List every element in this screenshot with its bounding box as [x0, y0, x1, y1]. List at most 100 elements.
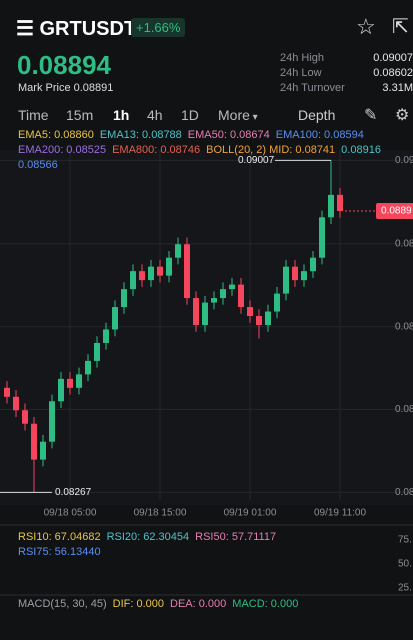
indicator-value: 0.08566 — [18, 159, 58, 171]
indicator-value: RSI20: 62.30454 — [106, 531, 190, 543]
x-tick-label: 09/18 05:00 — [44, 508, 97, 519]
stat-value: 0.09007 — [373, 52, 413, 64]
star-icon[interactable]: ☆ — [356, 14, 376, 39]
dropdown-arrow: ▾ — [249, 112, 258, 123]
candle-body — [211, 298, 217, 303]
candle-body — [247, 307, 253, 317]
candle-body — [202, 302, 208, 325]
indicator-value: RSI10: 67.04682 — [18, 531, 101, 543]
y-tick-label: 0.08 — [395, 487, 413, 498]
candle-body — [337, 194, 343, 212]
candle-body — [148, 266, 154, 281]
candle-body — [157, 266, 163, 276]
indicators: EMA5: 0.08860 EMA13: 0.08788 EMA50: 0.0867… — [18, 128, 398, 173]
candle-body — [184, 244, 190, 299]
candle-body — [193, 298, 199, 325]
indicator-value: EMA100: 0.08594 — [275, 129, 364, 141]
y-tick-label: 0.08 — [395, 404, 413, 415]
candle-body — [94, 342, 100, 361]
chart-bg — [0, 150, 413, 505]
indicator-value: EMA13: 0.08788 — [99, 129, 182, 141]
candle-body — [85, 360, 91, 375]
candle-body — [310, 257, 316, 272]
indicator-value: MACD(15, 30, 45) — [18, 598, 107, 610]
candle-body — [22, 410, 28, 424]
candle-body — [130, 271, 136, 290]
interval-tab[interactable]: Time — [18, 107, 49, 123]
candle-body — [319, 217, 325, 258]
indicator-value: EMA200: 0.08525 — [18, 144, 107, 156]
mark-label: Mark Price — [18, 82, 71, 94]
candle-body — [175, 244, 181, 258]
rsi-axis-label: 75. — [398, 535, 412, 546]
candle-body — [274, 293, 280, 312]
candle-body — [49, 401, 55, 442]
candle-body — [40, 441, 46, 460]
indicator-value: RSI50: 57.71117 — [195, 531, 277, 543]
candle-body — [229, 284, 235, 290]
x-tick-label: 09/18 15:00 — [134, 508, 187, 519]
candle-body — [256, 316, 262, 325]
y-tick-label: 0.08 — [395, 321, 413, 332]
candle-body — [4, 387, 10, 397]
macd-values: MACD(15, 30, 45) DIF: 0.000 DEA: 0.000 MACD… — [18, 597, 398, 612]
candle-body — [238, 284, 244, 308]
rsi-axis-label: 50. — [398, 559, 412, 570]
last-price-tag — [376, 203, 413, 220]
interval-tab[interactable]: 1h — [113, 107, 130, 123]
candle-body — [58, 378, 64, 402]
candle-body — [265, 311, 271, 325]
candle-body — [328, 194, 334, 218]
candle-body — [220, 289, 226, 299]
candle-body — [166, 257, 172, 276]
low-label: 0.08267 — [55, 487, 92, 498]
mark-price: Mark Price 0.08891 — [18, 82, 113, 94]
indicator-value: EMA800: 0.08746 — [112, 144, 201, 156]
candle-body — [67, 378, 73, 388]
candle-body — [31, 423, 37, 460]
indicator-value: DEA: 0.000 — [170, 598, 227, 610]
last-price-text: 0.0889 — [381, 206, 412, 217]
candle-body — [292, 266, 298, 281]
x-tick-label: 09/19 11:00 — [314, 508, 367, 519]
candle-body — [76, 374, 82, 388]
interval-tab[interactable]: 1D — [181, 107, 199, 123]
indicator-value: DIF: 0.000 — [112, 598, 165, 610]
indicator-value: 0.08916 — [341, 144, 381, 156]
candle-body — [112, 307, 118, 330]
interval-tab[interactable]: 15m — [66, 107, 94, 123]
last-price: 0.08894 — [17, 50, 111, 80]
interval-tab[interactable]: 4h — [147, 107, 163, 123]
stat-label: 24h Low — [280, 67, 322, 79]
interval-tab[interactable]: More ▾ — [218, 107, 258, 123]
indicator-value: BOLL(20, 2) MID: 0.08741 — [206, 144, 336, 156]
settings-icon[interactable]: ⚙ — [395, 107, 410, 124]
indicator-value: EMA5: 0.08860 — [18, 129, 94, 141]
candle-body — [121, 289, 127, 308]
stat-value: 0.08602 — [373, 67, 413, 79]
y-tick-label: 0.08 — [395, 238, 413, 249]
candle-body — [13, 396, 19, 411]
candle-body — [283, 266, 289, 294]
symbol-text: GRTUSDT — [39, 18, 137, 40]
rsi-values: RSI10: 67.04682 RSI20: 62.30454 RSI50: 57.… — [18, 530, 348, 560]
symbol[interactable]: ☰ GRTUSDT — [16, 18, 137, 40]
indicator-value: RSI75: 56.13440 — [18, 546, 101, 558]
stat-value: 3.31M — [382, 82, 413, 94]
rsi-axis-label: 25. — [398, 583, 412, 594]
indicator-value: MACD: 0.000 — [232, 598, 299, 610]
stat-label: 24h Turnover — [280, 82, 345, 94]
draw-icon[interactable]: ✎ — [364, 107, 378, 124]
candle-body — [139, 271, 145, 281]
share-icon[interactable]: ⇱ — [392, 16, 409, 38]
high-label: 0.09007 — [238, 155, 275, 166]
mark-value: 0.08891 — [73, 82, 114, 94]
change-badge: +1.66% — [131, 18, 186, 37]
y-tick-label: 0.09 — [395, 155, 413, 166]
x-tick-label: 09/19 01:00 — [224, 508, 277, 519]
candle-body — [301, 271, 307, 281]
indicator-value: EMA50: 0.08674 — [187, 129, 270, 141]
depth-tab[interactable]: Depth — [298, 107, 336, 123]
